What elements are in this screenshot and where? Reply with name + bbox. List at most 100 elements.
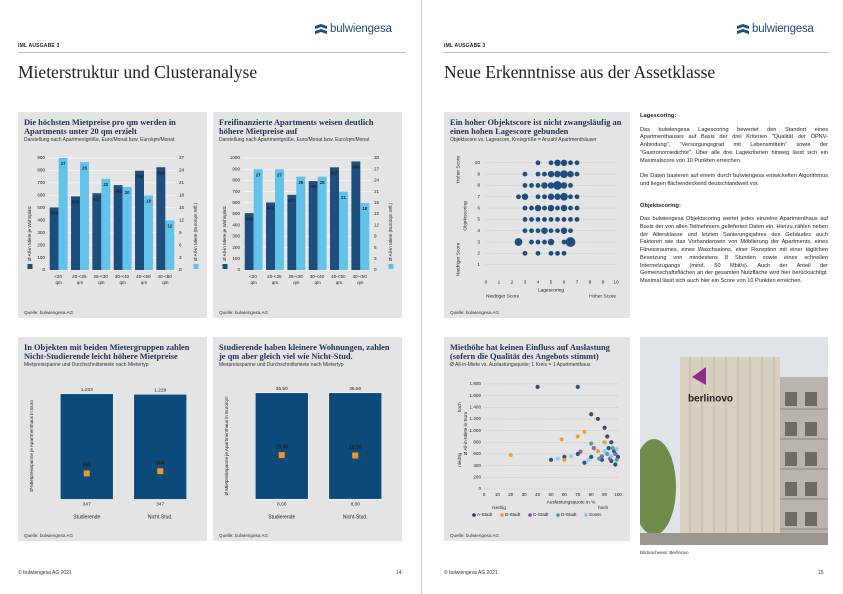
- x-low-label: niedrig: [492, 505, 506, 510]
- x-tick-label: 80: [589, 492, 595, 497]
- bar: [144, 195, 153, 270]
- bubble: [568, 194, 573, 200]
- y-tick-label: 2: [477, 251, 480, 257]
- bubble: [535, 216, 541, 222]
- x-tick-label: 10: [495, 492, 501, 497]
- chart: 0 100 200 300 400 500 600 700 800 900 0 3 6 9 12 15 18 21…: [27, 155, 199, 285]
- bubble: [555, 250, 560, 256]
- y2-tick-label: 9: [179, 230, 182, 235]
- bar: [80, 162, 89, 270]
- data-label: 917: [331, 170, 339, 175]
- chart-title: Studierende haben kleinere Wohnungen, za…: [219, 343, 396, 368]
- y-tick-label: 200: [37, 242, 45, 247]
- bubble: [568, 160, 573, 166]
- mean-label: 19,30: [349, 445, 362, 451]
- bubble: [542, 239, 547, 245]
- y-tick-label: 1.400: [470, 404, 482, 409]
- chart-subtitle: Darstellung nach Apartmentgröße, Euro/Mo…: [219, 137, 370, 144]
- y-tick-label: 400: [473, 463, 481, 468]
- bubble: [561, 216, 567, 222]
- bar: [71, 196, 80, 270]
- bar: [122, 187, 132, 270]
- data-label: 27: [277, 172, 282, 177]
- point: [602, 448, 607, 454]
- data-label: 617: [93, 196, 101, 201]
- bar: [49, 207, 59, 270]
- x-tick-label: 7: [576, 279, 579, 285]
- low-label: 347: [83, 502, 91, 508]
- legend-swatch: [500, 513, 504, 517]
- bubble: [568, 205, 573, 211]
- chart-subtitle: Ø All-in-Miete vs. Auslastungsquote; 1 K…: [450, 362, 591, 369]
- y-tick-label: 500: [232, 211, 240, 216]
- legend-swatch: [27, 264, 33, 269]
- point: [559, 437, 564, 442]
- chart-title-text: Miethöhe hat keinen Einfluss auf Auslast…: [450, 343, 610, 362]
- paragraph: Die Daten basieren auf einem durch bulwi…: [640, 173, 828, 187]
- bubble: [560, 192, 568, 201]
- legend-label: Ø All-in Miete je Wohnplatz: [27, 205, 32, 261]
- bubble: [529, 216, 534, 222]
- bubble: [522, 228, 528, 234]
- bar: [296, 176, 306, 270]
- y2-tick-label: 30: [374, 155, 380, 160]
- photo-caption: Bildnachweis: Berlinovo: [640, 550, 689, 555]
- point: [589, 441, 594, 446]
- y-tick-label: 1.800: [470, 381, 482, 386]
- chart-box: Die höchsten Mietpreise pro qm werden in…: [18, 112, 207, 318]
- bubble: [535, 250, 541, 256]
- point: [548, 457, 554, 462]
- y-tick-label: 600: [473, 451, 481, 456]
- point: [578, 449, 583, 454]
- bar: [156, 167, 166, 270]
- y-low-label: Niedriger Score: [455, 242, 461, 276]
- data-label: 592: [72, 199, 80, 204]
- x-tick-label: 40: [535, 492, 541, 497]
- legend-label: Ø All-in Miete (Euro/qm Wfl.): [388, 202, 393, 261]
- data-label: 26: [82, 165, 87, 170]
- y2-tick-label: 0: [374, 267, 377, 272]
- point: [595, 448, 600, 454]
- bar: [165, 220, 175, 270]
- x-tick-label: 70: [575, 492, 581, 497]
- x-tick-label: 90: [602, 492, 608, 497]
- point: [555, 456, 560, 461]
- y-tick-label: 10: [475, 160, 481, 166]
- y-tick-label: 800: [37, 168, 45, 173]
- bubble: [541, 227, 548, 234]
- y-tick-label: 800: [473, 440, 481, 445]
- bubble: [541, 182, 548, 189]
- y-tick-label: 800: [232, 178, 240, 183]
- x-tick-label: Nicht-Stud.: [343, 514, 368, 520]
- high-label: 35,50: [349, 386, 361, 392]
- bar: [287, 194, 297, 270]
- point: [595, 416, 600, 422]
- facade: [680, 357, 780, 545]
- x-tick-label: 40-<50 qm: [136, 274, 152, 285]
- y-tick-label: 0: [42, 267, 45, 272]
- chart-subtitle: Objektscore vs. Lagescore, Kreisgröße = …: [450, 137, 597, 144]
- chart: Ø Mietpreisspanne je Apartmenthaus in Eu…: [224, 386, 382, 520]
- x-tick-label: 8: [589, 279, 592, 285]
- x-tick-label: 5: [550, 279, 553, 285]
- y2-tick-label: 6: [179, 242, 182, 247]
- y2-tick-label: 27: [374, 166, 380, 171]
- x-tick-label: 25-<30 qm: [93, 274, 109, 285]
- bubble: [561, 239, 567, 245]
- sign-mark: [692, 367, 706, 385]
- bubble: [568, 228, 573, 234]
- bubble: [554, 193, 561, 200]
- point: [613, 462, 618, 467]
- y2-tick-label: 9: [374, 234, 377, 239]
- y-tick-label: 1.000: [470, 428, 482, 433]
- y2-tick-label: 15: [179, 205, 185, 210]
- y-tick-label: 700: [37, 180, 45, 185]
- chart-title-text: Die höchsten Mietpreise pro qm werden in…: [24, 118, 176, 137]
- legend-label: B-Stadt: [505, 512, 521, 517]
- chart-box: In Objekten mit beiden Mietergruppen zah…: [18, 337, 207, 541]
- data-label: 22: [103, 182, 108, 187]
- range-bar: [328, 392, 382, 500]
- ground: [640, 533, 828, 545]
- y2-tick-label: 6: [374, 245, 377, 250]
- bubble: [535, 228, 541, 234]
